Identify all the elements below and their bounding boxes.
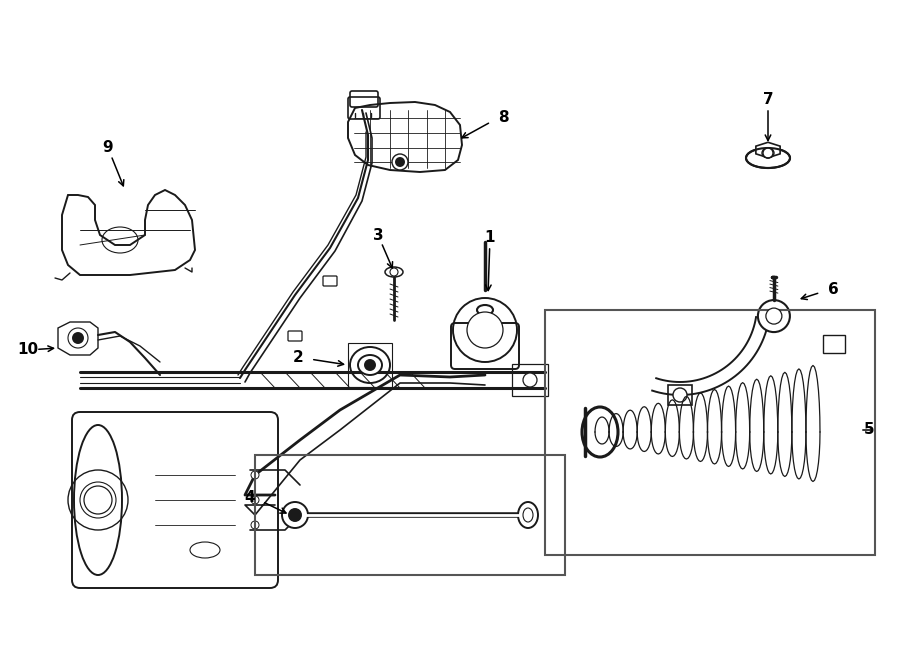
Text: 5: 5 [864, 422, 874, 438]
Circle shape [289, 509, 301, 521]
Bar [823, 335, 845, 353]
Ellipse shape [84, 486, 112, 514]
Circle shape [365, 360, 375, 370]
Bar [255, 455, 565, 575]
Ellipse shape [523, 508, 533, 522]
Circle shape [392, 154, 408, 170]
Bar [512, 364, 548, 396]
Circle shape [251, 521, 259, 529]
Text: 2: 2 [292, 350, 303, 365]
Circle shape [251, 496, 259, 504]
Circle shape [758, 300, 790, 332]
Circle shape [68, 328, 88, 348]
Circle shape [766, 308, 782, 324]
Text: 1: 1 [485, 230, 495, 246]
Text: 4: 4 [245, 491, 255, 506]
Ellipse shape [477, 305, 493, 315]
Ellipse shape [746, 148, 790, 168]
Text: 8: 8 [498, 111, 508, 126]
Text: 9: 9 [103, 140, 113, 156]
Bar [545, 310, 875, 555]
Text: 7: 7 [762, 93, 773, 107]
Ellipse shape [385, 267, 403, 277]
Ellipse shape [762, 148, 774, 158]
Ellipse shape [190, 542, 220, 558]
Circle shape [390, 268, 398, 276]
Text: 6: 6 [828, 283, 839, 297]
Ellipse shape [518, 502, 538, 528]
Circle shape [73, 333, 83, 343]
Bar [348, 343, 392, 387]
Circle shape [251, 471, 259, 479]
Text: 10: 10 [17, 342, 39, 357]
Circle shape [282, 502, 308, 528]
Circle shape [396, 158, 404, 166]
Circle shape [467, 312, 503, 348]
Bar [668, 385, 692, 405]
Polygon shape [756, 142, 780, 158]
Circle shape [523, 373, 537, 387]
Text: 3: 3 [373, 228, 383, 242]
Circle shape [673, 388, 687, 402]
Ellipse shape [358, 355, 382, 375]
